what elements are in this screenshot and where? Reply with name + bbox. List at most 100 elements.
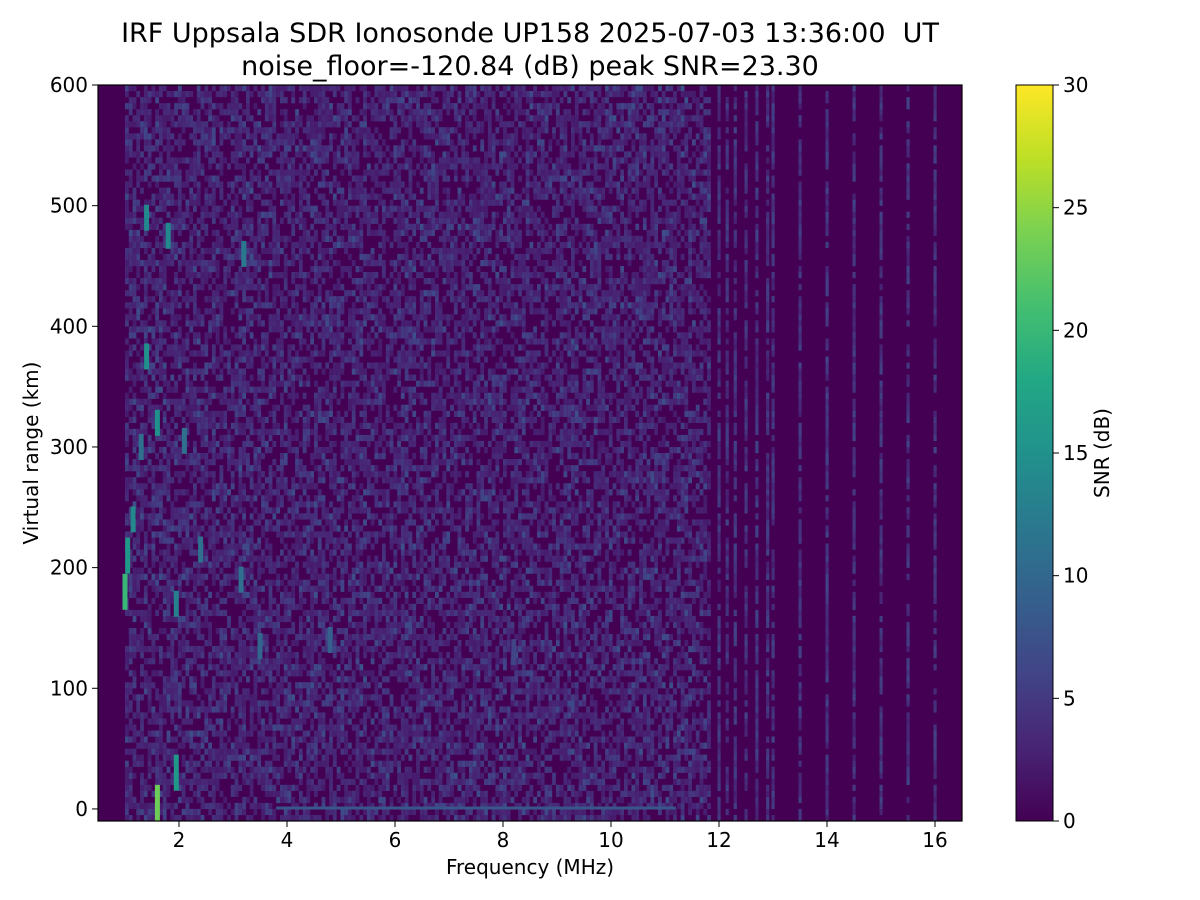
noise-cell bbox=[238, 646, 243, 653]
noise-cell bbox=[336, 730, 341, 737]
noise-cell bbox=[264, 525, 269, 532]
noise-cell bbox=[261, 766, 265, 773]
noise-cell bbox=[143, 609, 148, 617]
noise-cell bbox=[136, 537, 141, 544]
noise-cell bbox=[246, 91, 250, 98]
noise-cell bbox=[310, 561, 314, 568]
noise-cell bbox=[143, 296, 148, 303]
noise-cell bbox=[215, 537, 220, 544]
noise-cell bbox=[242, 483, 246, 490]
noise-cell bbox=[128, 790, 133, 797]
noise-cell bbox=[193, 561, 197, 568]
noise-cell bbox=[302, 471, 307, 478]
noise-cell bbox=[242, 519, 246, 526]
noise-cell bbox=[295, 109, 299, 116]
noise-cell bbox=[359, 266, 364, 273]
noise-cell bbox=[336, 495, 341, 502]
noise-cell bbox=[151, 513, 156, 520]
noise-cell bbox=[306, 344, 311, 351]
noise-cell bbox=[359, 634, 364, 641]
noise-cell bbox=[264, 742, 269, 749]
noise-cell bbox=[140, 398, 144, 405]
noise-cell bbox=[227, 766, 231, 773]
noise-cell bbox=[295, 272, 299, 279]
noise-cell bbox=[181, 640, 186, 647]
noise-cell bbox=[159, 296, 163, 303]
noise-cell bbox=[246, 646, 250, 653]
noise-cell bbox=[321, 157, 326, 164]
noise-cell bbox=[272, 380, 277, 387]
noise-cell bbox=[276, 404, 280, 411]
noise-cell bbox=[261, 531, 265, 538]
noise-cell bbox=[177, 591, 182, 598]
noise-cell bbox=[219, 187, 224, 194]
noise-cell bbox=[366, 290, 371, 297]
noise-cell bbox=[208, 591, 212, 598]
noise-cell bbox=[147, 151, 152, 158]
noise-cell bbox=[329, 145, 333, 152]
noise-cell bbox=[132, 573, 137, 580]
noise-cell bbox=[170, 398, 175, 405]
noise-cell bbox=[140, 652, 144, 659]
noise-cell bbox=[340, 796, 345, 804]
noise-cell bbox=[302, 440, 307, 448]
noise-cell bbox=[298, 621, 303, 629]
noise-cell bbox=[310, 157, 314, 164]
noise-cell bbox=[366, 392, 371, 399]
noise-cell bbox=[276, 670, 280, 677]
noise-cell bbox=[204, 266, 209, 273]
noise-cell bbox=[272, 730, 277, 737]
noise-cell bbox=[340, 495, 345, 502]
noise-cell bbox=[280, 561, 284, 568]
noise-cell bbox=[359, 296, 364, 303]
noise-cell bbox=[310, 652, 314, 659]
noise-cell bbox=[291, 344, 296, 351]
noise-cell bbox=[325, 682, 330, 689]
noise-cell bbox=[177, 229, 182, 236]
noise-cell bbox=[211, 175, 216, 182]
noise-cell bbox=[140, 573, 144, 580]
noise-cell bbox=[136, 175, 141, 182]
noise-cell bbox=[125, 790, 129, 797]
noise-cell bbox=[234, 561, 239, 568]
noise-cell bbox=[329, 784, 333, 791]
noise-cell bbox=[306, 815, 311, 821]
noise-cell bbox=[238, 175, 243, 182]
noise-cell bbox=[193, 410, 197, 417]
noise-cell bbox=[174, 157, 178, 164]
noise-cell bbox=[140, 513, 144, 520]
noise-cell bbox=[363, 615, 367, 623]
noise-cell bbox=[348, 404, 352, 411]
noise-cell bbox=[219, 127, 224, 134]
noise-cell bbox=[208, 634, 212, 641]
noise-cell bbox=[355, 115, 360, 122]
noise-cell bbox=[151, 223, 156, 230]
noise-cell bbox=[276, 133, 280, 140]
noise-cell bbox=[314, 157, 318, 164]
noise-cell bbox=[355, 471, 360, 478]
noise-cell bbox=[140, 495, 144, 502]
noise-cell bbox=[257, 748, 262, 755]
noise-cell bbox=[234, 290, 239, 297]
noise-cell bbox=[219, 157, 224, 164]
noise-cell bbox=[162, 145, 167, 152]
noise-cell bbox=[223, 573, 228, 580]
noise-cell bbox=[136, 609, 141, 617]
noise-cell bbox=[181, 459, 186, 466]
noise-cell bbox=[291, 573, 296, 580]
noise-cell bbox=[181, 260, 186, 267]
noise-cell bbox=[317, 609, 322, 617]
noise-cell bbox=[230, 682, 235, 689]
noise-cell bbox=[329, 447, 333, 454]
noise-cell bbox=[128, 229, 133, 236]
noise-cell bbox=[276, 706, 280, 713]
noise-cell bbox=[208, 507, 212, 514]
noise-cell bbox=[200, 253, 205, 261]
noise-cell bbox=[166, 778, 171, 785]
noise-cell bbox=[302, 434, 307, 442]
noise-cell bbox=[125, 772, 129, 779]
noise-cell bbox=[196, 217, 201, 224]
noise-cell bbox=[242, 778, 246, 785]
noise-cell bbox=[204, 127, 209, 134]
noise-cell bbox=[257, 477, 262, 484]
